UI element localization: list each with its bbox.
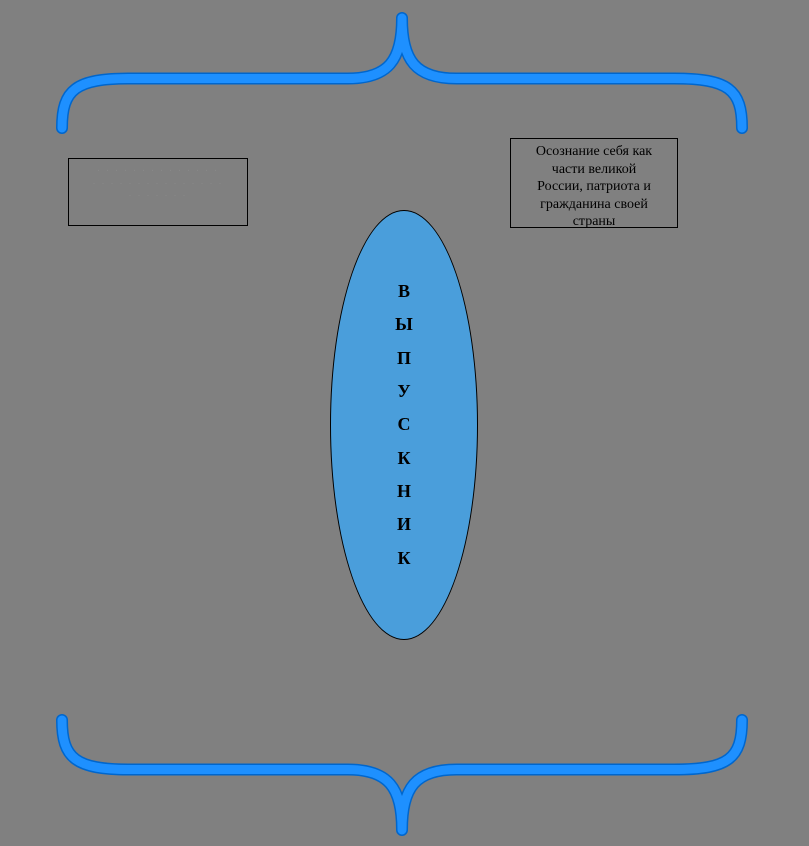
right-box-line1: Осознание себя как: [517, 143, 671, 161]
right-box-line4: гражданина своей: [517, 196, 671, 214]
left-box-line3: . . . . . . .: [75, 188, 241, 201]
ellipse-letter: Н: [397, 475, 411, 508]
right-box-line3: России, патриота и: [517, 178, 671, 196]
ellipse-letter: У: [397, 375, 410, 408]
left-box: . . . . . . . . . . . . . . . . . . . . …: [68, 158, 248, 226]
right-box-line5: страны: [517, 213, 671, 231]
top-brace: [52, 8, 752, 138]
ellipse-letter: С: [398, 408, 411, 441]
right-box-line2: части великой: [517, 161, 671, 179]
ellipse-letter: К: [397, 442, 410, 475]
center-ellipse: ВЫПУСКНИК: [330, 210, 478, 640]
ellipse-letter: И: [397, 508, 411, 541]
ellipse-letter: Ы: [395, 308, 413, 341]
bottom-brace: [52, 710, 752, 840]
left-box-line2: . . . . . . . . . . . . . . .: [75, 176, 241, 189]
ellipse-vertical-text: ВЫПУСКНИК: [395, 275, 413, 575]
right-box: Осознание себя как части великой России,…: [510, 138, 678, 228]
diagram-canvas: . . . . . . . . . . . . . . . . . . . . …: [0, 0, 809, 846]
left-box-line1: . . . . . . . . . . . . . .: [75, 163, 241, 176]
ellipse-letter: П: [397, 342, 411, 375]
ellipse-letter: К: [397, 542, 410, 575]
ellipse-letter: В: [398, 275, 410, 308]
